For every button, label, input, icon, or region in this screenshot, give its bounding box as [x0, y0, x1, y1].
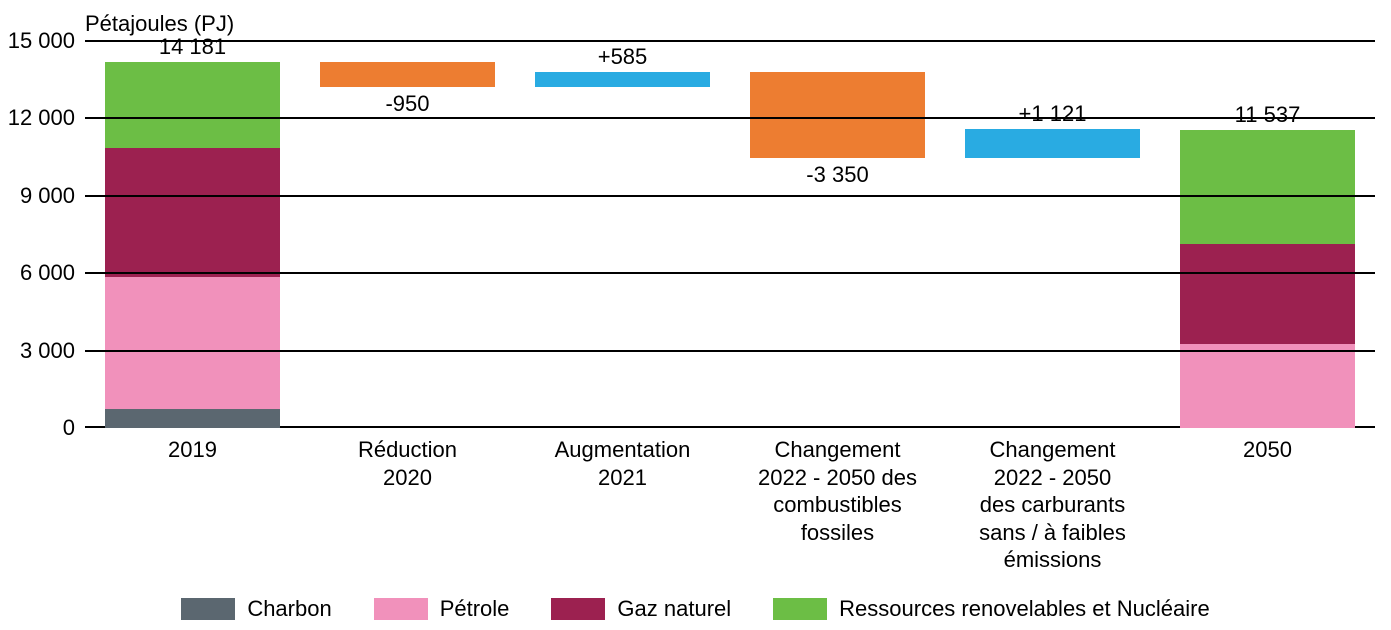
bar-segment-coal [105, 409, 279, 428]
legend-swatch [773, 598, 827, 620]
legend-item-gas: Gaz naturel [551, 596, 731, 622]
legend: Charbon Pétrole Gaz naturel Ressources reno… [0, 596, 1391, 622]
delta-label: +1 121 [983, 101, 1123, 127]
delta-bar [965, 129, 1139, 158]
y-tick-label: 12 000 [8, 105, 85, 131]
x-axis-labels: 2019Réduction2020Augmentation2021Changem… [85, 436, 1375, 586]
delta-bar [750, 72, 924, 158]
y-axis-title: Pétajoules (PJ) [85, 11, 234, 37]
legend-label: Ressources renovelables et Nucléaire [839, 596, 1210, 622]
x-axis-label: 2050 [1165, 436, 1369, 464]
legend-item-oil: Pétrole [374, 596, 510, 622]
legend-item-renew: Ressources renovelables et Nucléaire [773, 596, 1210, 622]
gridline [85, 350, 1375, 352]
y-tick-label: 0 [63, 415, 85, 441]
x-axis-label: Changement2022 - 2050des carburantssans … [950, 436, 1154, 574]
bar-segment-oil [105, 277, 279, 409]
bar-segment-oil [1180, 344, 1354, 428]
delta-bar [535, 72, 709, 87]
gridline [85, 40, 1375, 42]
legend-swatch [551, 598, 605, 620]
energy-waterfall-chart: Pétajoules (PJ) 14 181 -950 +585 -3 350 +1 1… [0, 0, 1391, 630]
x-axis-label: Changement2022 - 2050 descombustiblesfos… [735, 436, 939, 546]
legend-label: Gaz naturel [617, 596, 731, 622]
delta-label: -950 [338, 91, 478, 117]
bars-layer: 14 181-950+585-3 350+1 12111 537 [85, 41, 1375, 426]
legend-label: Charbon [247, 596, 331, 622]
y-tick-label: 9 000 [20, 183, 85, 209]
legend-swatch [181, 598, 235, 620]
y-tick-label: 15 000 [8, 28, 85, 54]
bar-segment-gas [105, 148, 279, 277]
bar-segment-renew [105, 62, 279, 148]
legend-swatch [374, 598, 428, 620]
plot-area: 14 181-950+585-3 350+1 12111 537 03 0006… [85, 41, 1375, 428]
gridline [85, 195, 1375, 197]
bar-segment-gas [1180, 244, 1354, 345]
x-axis-label: Réduction2020 [305, 436, 509, 491]
bar-total-label: 14 181 [133, 34, 253, 60]
x-axis-label: Augmentation2021 [520, 436, 724, 491]
bar-segment-renew [1180, 130, 1354, 243]
bar-total-label: 11 537 [1208, 102, 1328, 128]
gridline [85, 272, 1375, 274]
x-axis-label: 2019 [90, 436, 294, 464]
delta-label: -3 350 [768, 162, 908, 188]
delta-label: +585 [553, 44, 693, 70]
legend-label: Pétrole [440, 596, 510, 622]
delta-bar [320, 62, 494, 87]
gridline [85, 117, 1375, 119]
legend-item-coal: Charbon [181, 596, 331, 622]
y-tick-label: 6 000 [20, 260, 85, 286]
y-tick-label: 3 000 [20, 338, 85, 364]
